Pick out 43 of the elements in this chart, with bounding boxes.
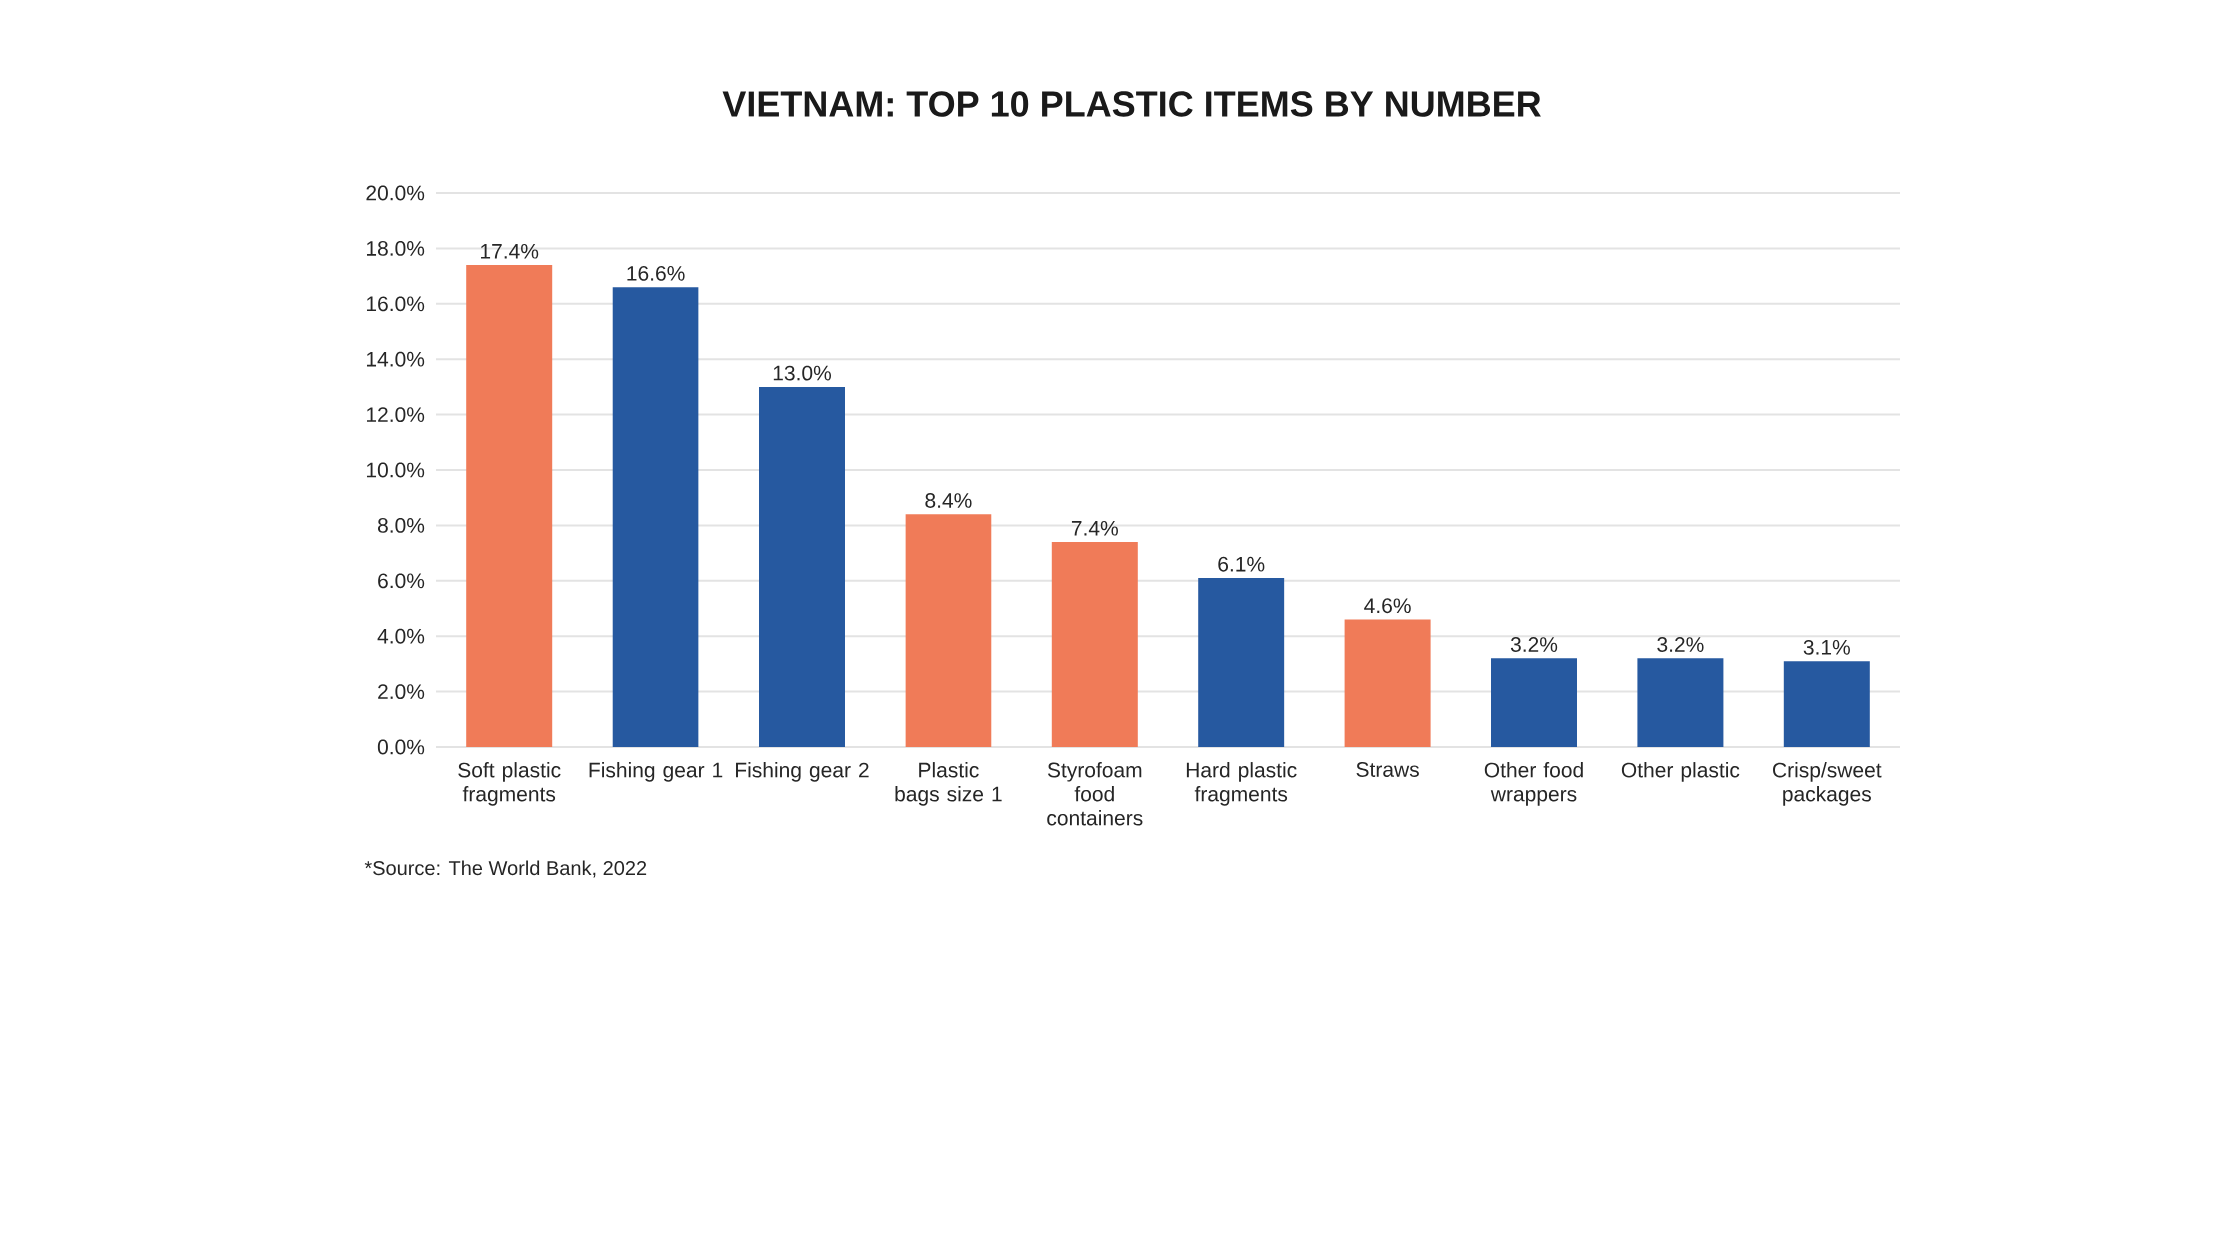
data-label: 3.2% [1657, 637, 1704, 652]
y-tick-label: 12.0% [366, 407, 425, 423]
y-tick-label: 18.0% [366, 240, 425, 256]
data-label: 3.1% [1803, 639, 1850, 655]
data-label: 8.4% [925, 493, 972, 508]
bar [1051, 542, 1138, 747]
data-label: 16.6% [627, 265, 685, 281]
x-tick-label: Styrofoam food containers [1047, 762, 1143, 826]
data-label: 4.6% [1364, 598, 1411, 614]
x-tick-label: Other plastic [1621, 762, 1740, 782]
x-tick-label: Fishing gear 1 [589, 762, 723, 782]
y-tick-label: 10.0% [366, 462, 425, 478]
text: *Source: The World Bank, 2022 [364, 860, 647, 878]
bar [1491, 658, 1577, 747]
data-label: 6.1% [1218, 556, 1265, 572]
chart-title: VIETNAM: TOP 10 PLASTIC ITEMS BY NUMBER [722, 91, 1541, 117]
bar [466, 265, 553, 747]
x-tick-label: Fishing gear 2 [736, 762, 869, 782]
x-tick-label: Crisp/sweet packages [1773, 762, 1882, 806]
y-tick-label: 2.0% [378, 684, 425, 700]
y-tick-label: 4.0% [377, 628, 425, 644]
bar [759, 386, 846, 747]
x-tick-label: Plastic bags size 1 [895, 762, 1002, 806]
bar [1198, 578, 1285, 747]
y-tick-label: 16.0% [366, 296, 425, 312]
data-label: 3.2% [1510, 637, 1558, 652]
bar [1637, 658, 1724, 747]
y-tick-label: 8.0% [377, 517, 425, 533]
x-tick-label: Soft plastic fragments [458, 762, 561, 806]
y-tick-label: 6.0% [378, 573, 425, 589]
x-tick-label: Straws [1356, 762, 1419, 777]
bar [905, 514, 992, 747]
x-tick-label: Other food wrappers [1484, 762, 1583, 806]
bar [612, 287, 699, 747]
bar [1783, 661, 1870, 747]
y-tick-label: 20.0% [366, 185, 425, 201]
y-tick-label: 14.0% [366, 351, 425, 367]
data-label: 17.4% [481, 243, 539, 259]
data-label: 7.4% [1071, 520, 1118, 536]
data-label: 13.0% [773, 365, 832, 381]
y-tick-label: 0.0% [377, 739, 425, 755]
bar [1344, 619, 1431, 747]
x-tick-label: Hard plastic fragments [1186, 762, 1297, 806]
